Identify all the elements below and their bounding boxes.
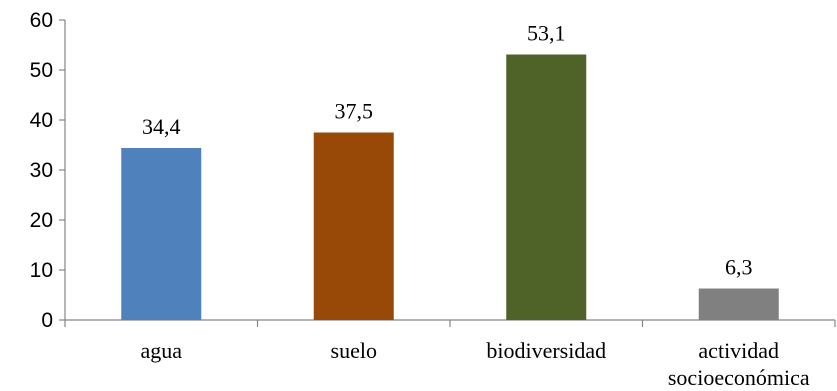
category-label: agua <box>140 338 182 363</box>
y-tick-label: 30 <box>30 159 53 182</box>
category-label: actividad <box>698 338 779 363</box>
data-label: 53,1 <box>527 21 566 46</box>
bars <box>121 54 779 320</box>
y-tick-label: 60 <box>30 9 53 32</box>
data-label: 6,3 <box>725 255 753 280</box>
y-tick-label: 10 <box>30 259 53 282</box>
x-axis-ticks <box>64 320 836 327</box>
y-tick-label: 0 <box>41 309 53 332</box>
data-label: 37,5 <box>335 99 374 124</box>
category-label: socioeconómica <box>668 365 810 390</box>
y-axis-ticks: 0 10 20 30 40 50 60 <box>30 9 65 332</box>
bar <box>121 148 202 320</box>
y-tick-label: 20 <box>30 209 53 232</box>
data-labels: 34,4 37,5 53,1 6,3 <box>142 21 753 280</box>
y-tick-label: 50 <box>30 59 53 82</box>
x-axis-labels: agua suelo biodiversidad actividadsocioecon… <box>140 338 809 390</box>
category-label: suelo <box>331 338 377 363</box>
bar <box>313 132 394 320</box>
category-label: biodiversidad <box>486 338 606 363</box>
bar <box>506 54 587 320</box>
data-label: 34,4 <box>142 114 181 139</box>
bar <box>698 288 779 320</box>
y-tick-label: 40 <box>30 109 53 132</box>
